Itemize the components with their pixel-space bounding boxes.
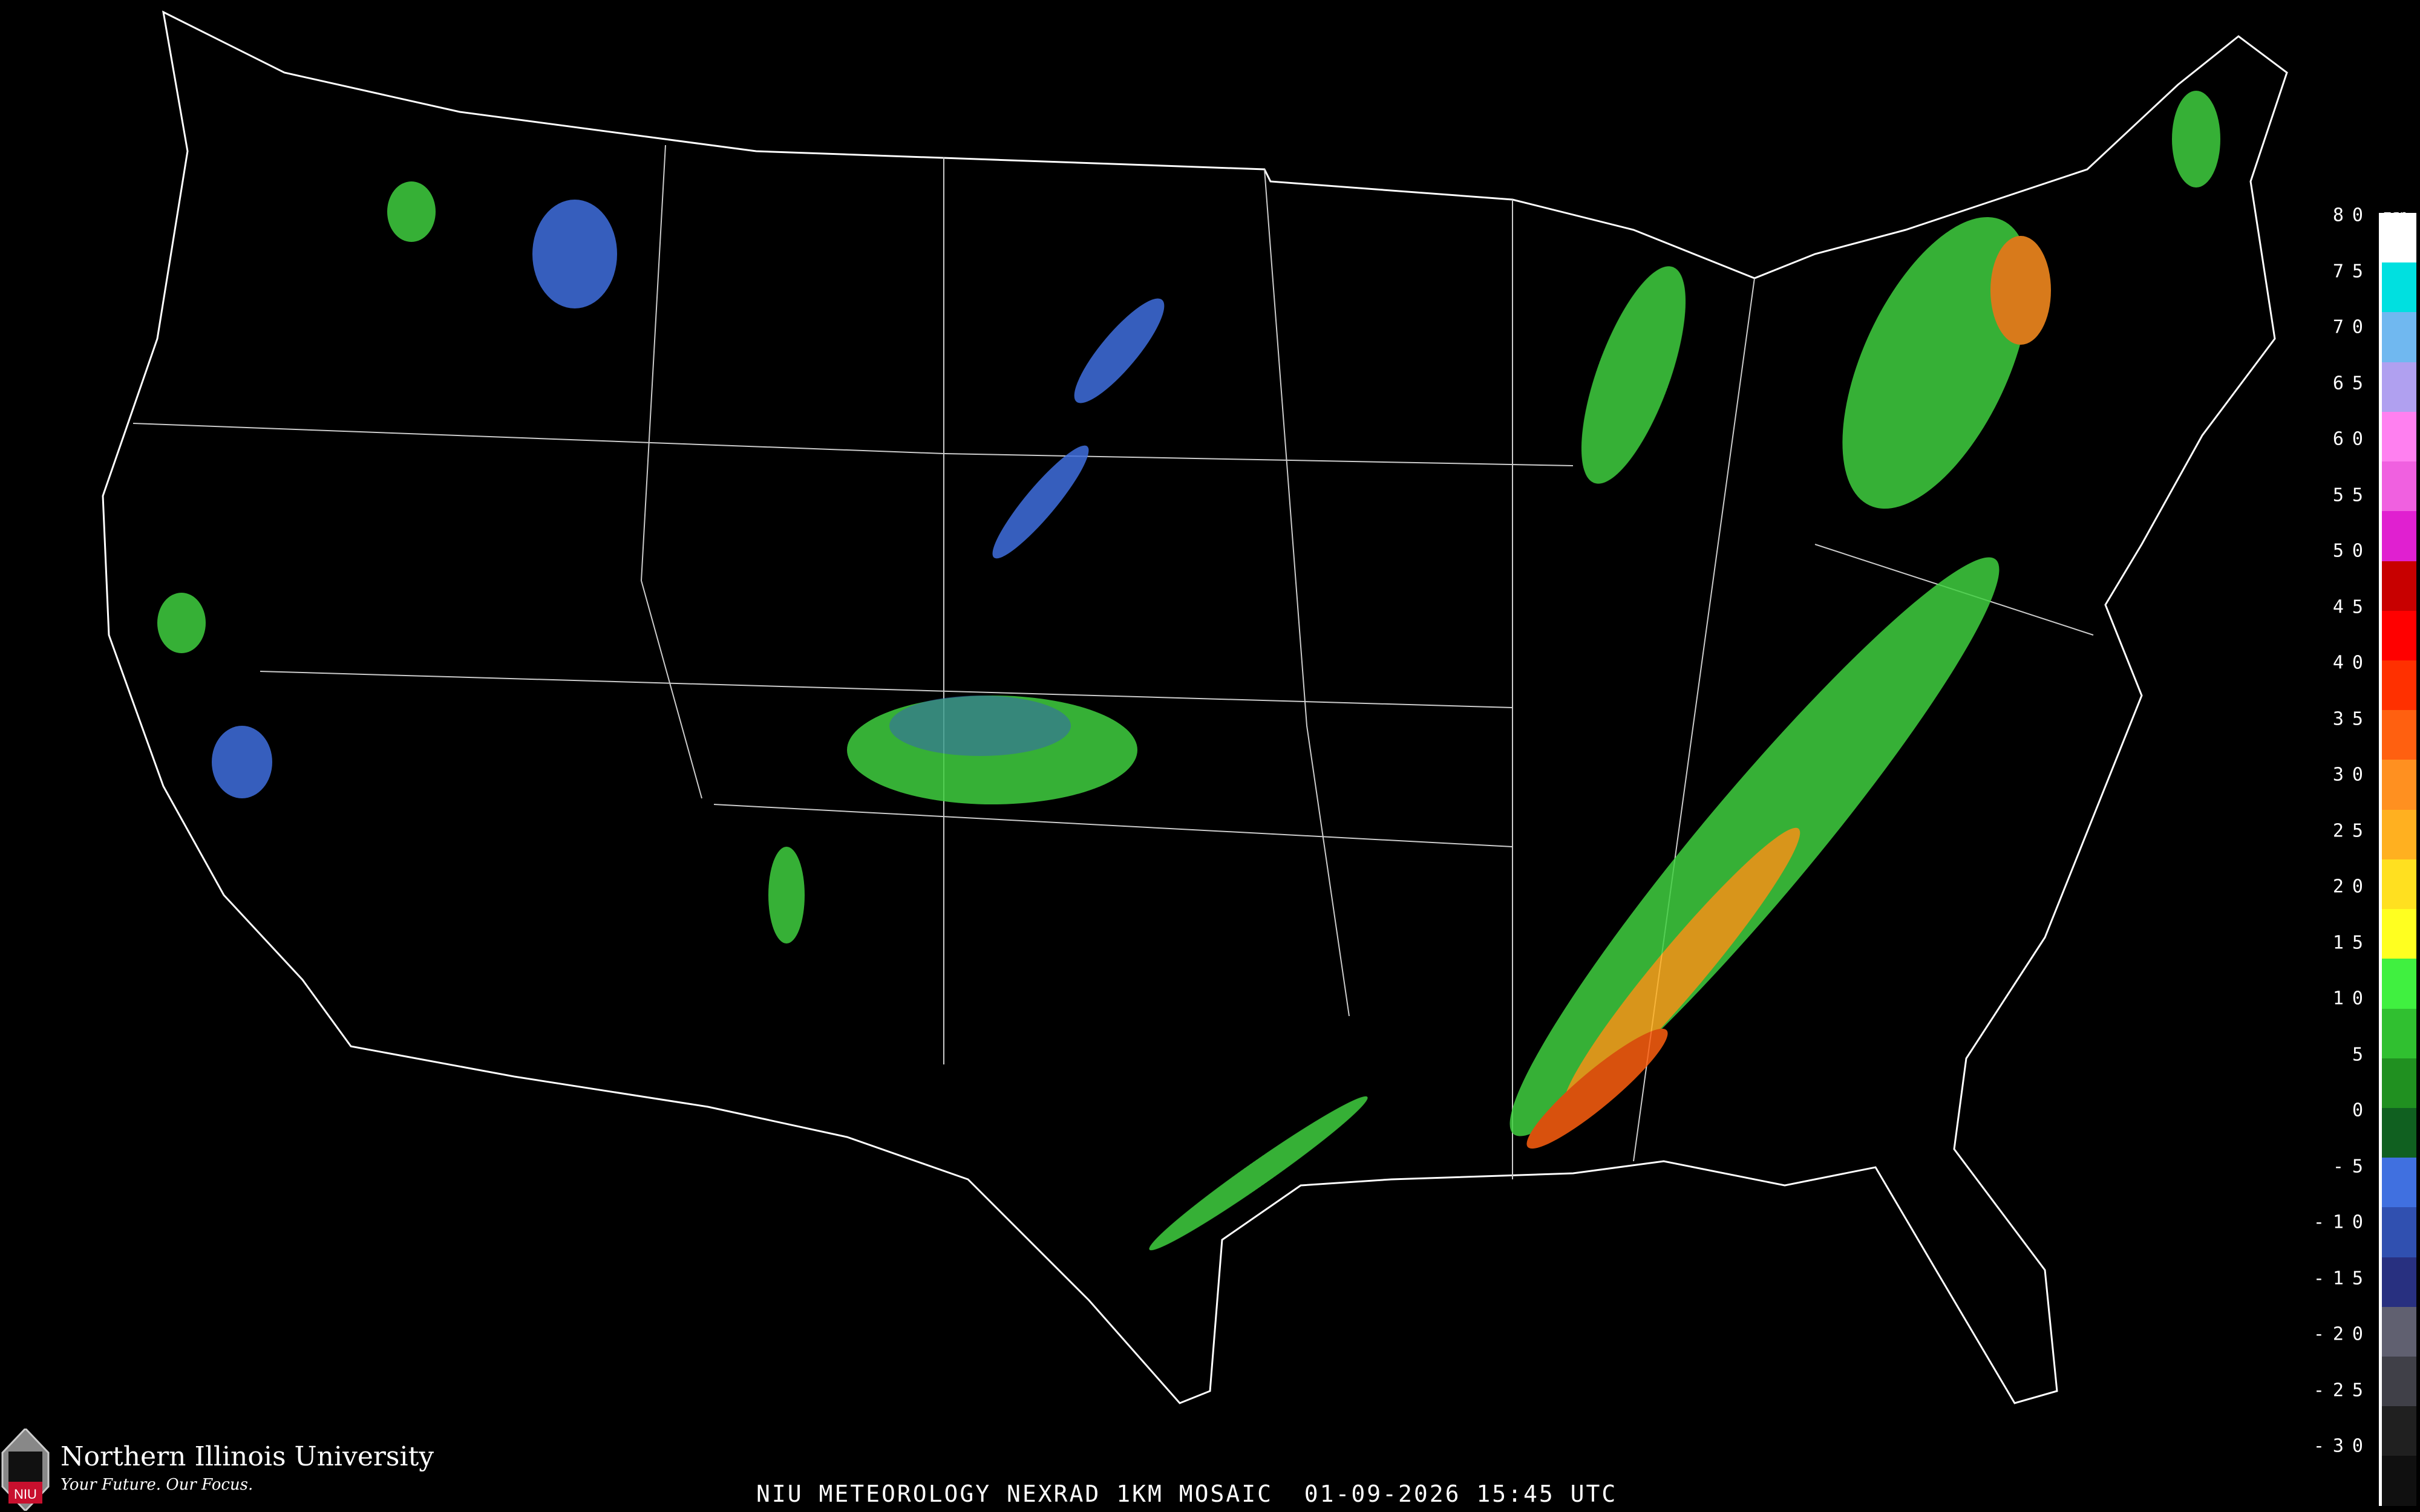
colorbar-tick-label: 10 bbox=[2332, 988, 2372, 1009]
colorbar-tick-label: -25 bbox=[2313, 1380, 2372, 1401]
colorbar-tick-label: 45 bbox=[2332, 596, 2372, 618]
colorbar-segment bbox=[2382, 959, 2416, 1009]
colorbar-segment bbox=[2382, 511, 2416, 561]
colorbar-tick-label: -20 bbox=[2313, 1323, 2372, 1345]
map-title: NIU METEOROLOGY NEXRAD 1KM MOSAIC 01-09-… bbox=[756, 1481, 1618, 1507]
colorbar-tick-label: 70 bbox=[2332, 316, 2372, 338]
state-borders bbox=[132, 145, 2094, 1179]
colorbar-tick-label: 20 bbox=[2332, 876, 2372, 898]
colorbar-tick-label: 5 bbox=[2352, 1044, 2372, 1065]
colorbar-segment bbox=[2382, 760, 2416, 810]
colorbar-tick-label: 30 bbox=[2332, 764, 2372, 786]
colorbar-segment bbox=[2382, 262, 2416, 313]
colorbar-tick-label: 75 bbox=[2332, 261, 2372, 282]
colorbar-segment bbox=[2382, 1008, 2416, 1058]
us-outline bbox=[102, 10, 2288, 1404]
colorbar-segment bbox=[2382, 859, 2416, 910]
colorbar-segment bbox=[2382, 610, 2416, 660]
colorbar-segment bbox=[2382, 909, 2416, 959]
university-name: Northern Illinois University bbox=[60, 1441, 434, 1472]
colorbar-tick-label: 60 bbox=[2332, 428, 2372, 450]
colorbar-segment bbox=[2382, 461, 2416, 512]
colorbar-tick-label: -15 bbox=[2313, 1268, 2372, 1289]
colorbar-tick-label: 25 bbox=[2332, 820, 2372, 841]
svg-text:NIU: NIU bbox=[14, 1487, 37, 1502]
niu-logo: NIU bbox=[1, 1429, 50, 1511]
colorbar-tick-label: -5 bbox=[2332, 1156, 2372, 1177]
colorbar-segment bbox=[2382, 312, 2416, 362]
colorbar-tick-label: 40 bbox=[2332, 652, 2372, 674]
precipitation-echoes bbox=[157, 91, 2220, 1251]
colorbar-segment bbox=[2382, 1357, 2416, 1407]
colorbar-tick-label: -30 bbox=[2313, 1435, 2372, 1457]
colorbar-tick-label: 35 bbox=[2332, 708, 2372, 729]
colorbar-tick-label: 0 bbox=[2352, 1100, 2372, 1121]
colorbar-segment bbox=[2382, 660, 2416, 711]
colorbar-tick-label: 50 bbox=[2332, 540, 2372, 562]
colorbar-labels: 80 75 70 65 60 55 50 45 40 35 30 25 20 15 10 5 0 -5 -10 -15… bbox=[2287, 205, 2372, 1506]
colorbar-segment bbox=[2382, 561, 2416, 611]
colorbar-segment bbox=[2382, 362, 2416, 412]
colorbar-segment bbox=[2382, 1456, 2416, 1506]
colorbar-segment bbox=[2382, 1058, 2416, 1108]
colorbar-segment bbox=[2382, 1158, 2416, 1208]
reflectivity-colorbar bbox=[2379, 213, 2416, 1506]
colorbar-segment bbox=[2382, 710, 2416, 760]
colorbar-segment bbox=[2382, 1257, 2416, 1307]
colorbar-segment bbox=[2382, 213, 2416, 263]
colorbar-segment bbox=[2382, 411, 2416, 462]
colorbar-segment bbox=[2382, 1207, 2416, 1257]
colorbar-segment bbox=[2382, 1306, 2416, 1357]
colorbar-tick-label: 15 bbox=[2332, 932, 2372, 953]
colorbar-tick-label: 65 bbox=[2332, 373, 2372, 394]
colorbar-tick-label: 55 bbox=[2332, 484, 2372, 506]
university-tagline: Your Future. Our Focus. bbox=[60, 1476, 253, 1494]
colorbar-segment bbox=[2382, 1107, 2416, 1158]
colorbar-tick-label: -10 bbox=[2313, 1211, 2372, 1233]
colorbar-segment bbox=[2382, 1406, 2416, 1456]
colorbar-tick-label: 80 bbox=[2332, 204, 2372, 226]
colorbar-segment bbox=[2382, 809, 2416, 859]
